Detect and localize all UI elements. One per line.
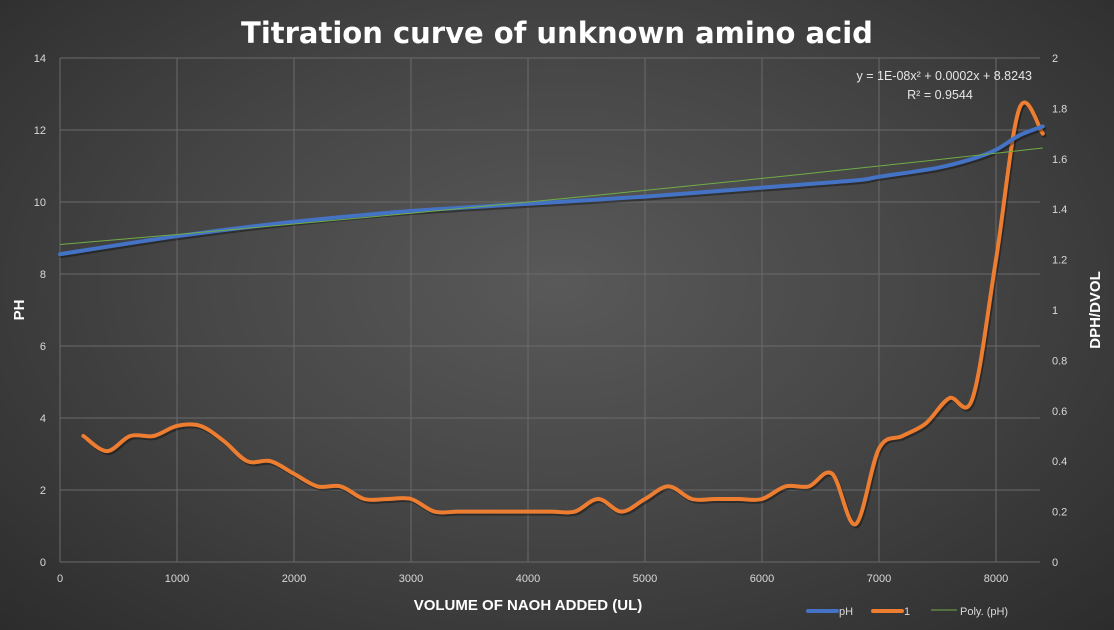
y2-tick-label: 0.4 (1052, 456, 1067, 468)
dph-dvol-series-line (81, 100, 1045, 527)
x-tick-label: 3000 (399, 573, 423, 585)
y2-tick-label: 0.8 (1052, 355, 1067, 367)
y-axis-title: PH (11, 300, 28, 321)
legend: pH 1 Poly. (pH) (806, 606, 1008, 618)
x-tick-label: 1000 (165, 573, 189, 585)
y2-tick-label: 0.2 (1052, 507, 1067, 519)
y2-tick-label: 0 (1052, 557, 1058, 569)
trendline-r2: R² = 0.9544 (907, 88, 973, 102)
x-tick-label: 5000 (633, 573, 657, 585)
ph-series-line-shadow (59, 126, 1047, 259)
x-tick-label: 6000 (750, 573, 774, 585)
chart-title: Titration curve of unknown amino acid (241, 16, 873, 50)
x-tick-label: 7000 (867, 573, 891, 585)
trendline-equation: y = 1E-08x² + 0.0002x + 8.8243 (857, 69, 1033, 83)
x-tick-label: 4000 (516, 573, 540, 585)
y-tick-label: 2 (40, 485, 46, 497)
y-tick-label: 10 (34, 197, 46, 209)
y2-tick-label: 1.6 (1052, 154, 1067, 166)
y-tick-label: 4 (40, 413, 46, 425)
poly-trendline (59, 147, 1043, 245)
gridlines (59, 57, 1040, 563)
y-tick-label: 12 (34, 125, 46, 137)
x-tick-label: 8000 (984, 573, 1008, 585)
legend-label-ph: pH (839, 606, 853, 618)
y-tick-label: 0 (40, 557, 46, 569)
y2-tick-label: 1 (1052, 305, 1058, 317)
dph-dvol-series-line-shadow (82, 102, 1047, 529)
x-tick-label: 2000 (282, 573, 306, 585)
series-lines (58, 100, 1047, 529)
y2-tick-label: 1.8 (1052, 103, 1067, 115)
y2-tick-label: 2 (1052, 53, 1058, 65)
y2-tick-label: 0.6 (1052, 406, 1067, 418)
y2-tick-label: 1.4 (1052, 204, 1067, 216)
y2-tick-label: 1.2 (1052, 255, 1067, 267)
x-tick-label: 0 (57, 573, 63, 585)
y2-axis-title: DPH/DVOL (1087, 271, 1104, 349)
y-tick-label: 6 (40, 341, 46, 353)
x-axis-title: VOLUME OF NAOH ADDED (UL) (414, 597, 643, 614)
legend-label-1: 1 (904, 606, 910, 618)
y-tick-label: 8 (40, 269, 46, 281)
y-tick-label: 14 (34, 53, 46, 65)
legend-label-poly: Poly. (pH) (960, 606, 1008, 618)
